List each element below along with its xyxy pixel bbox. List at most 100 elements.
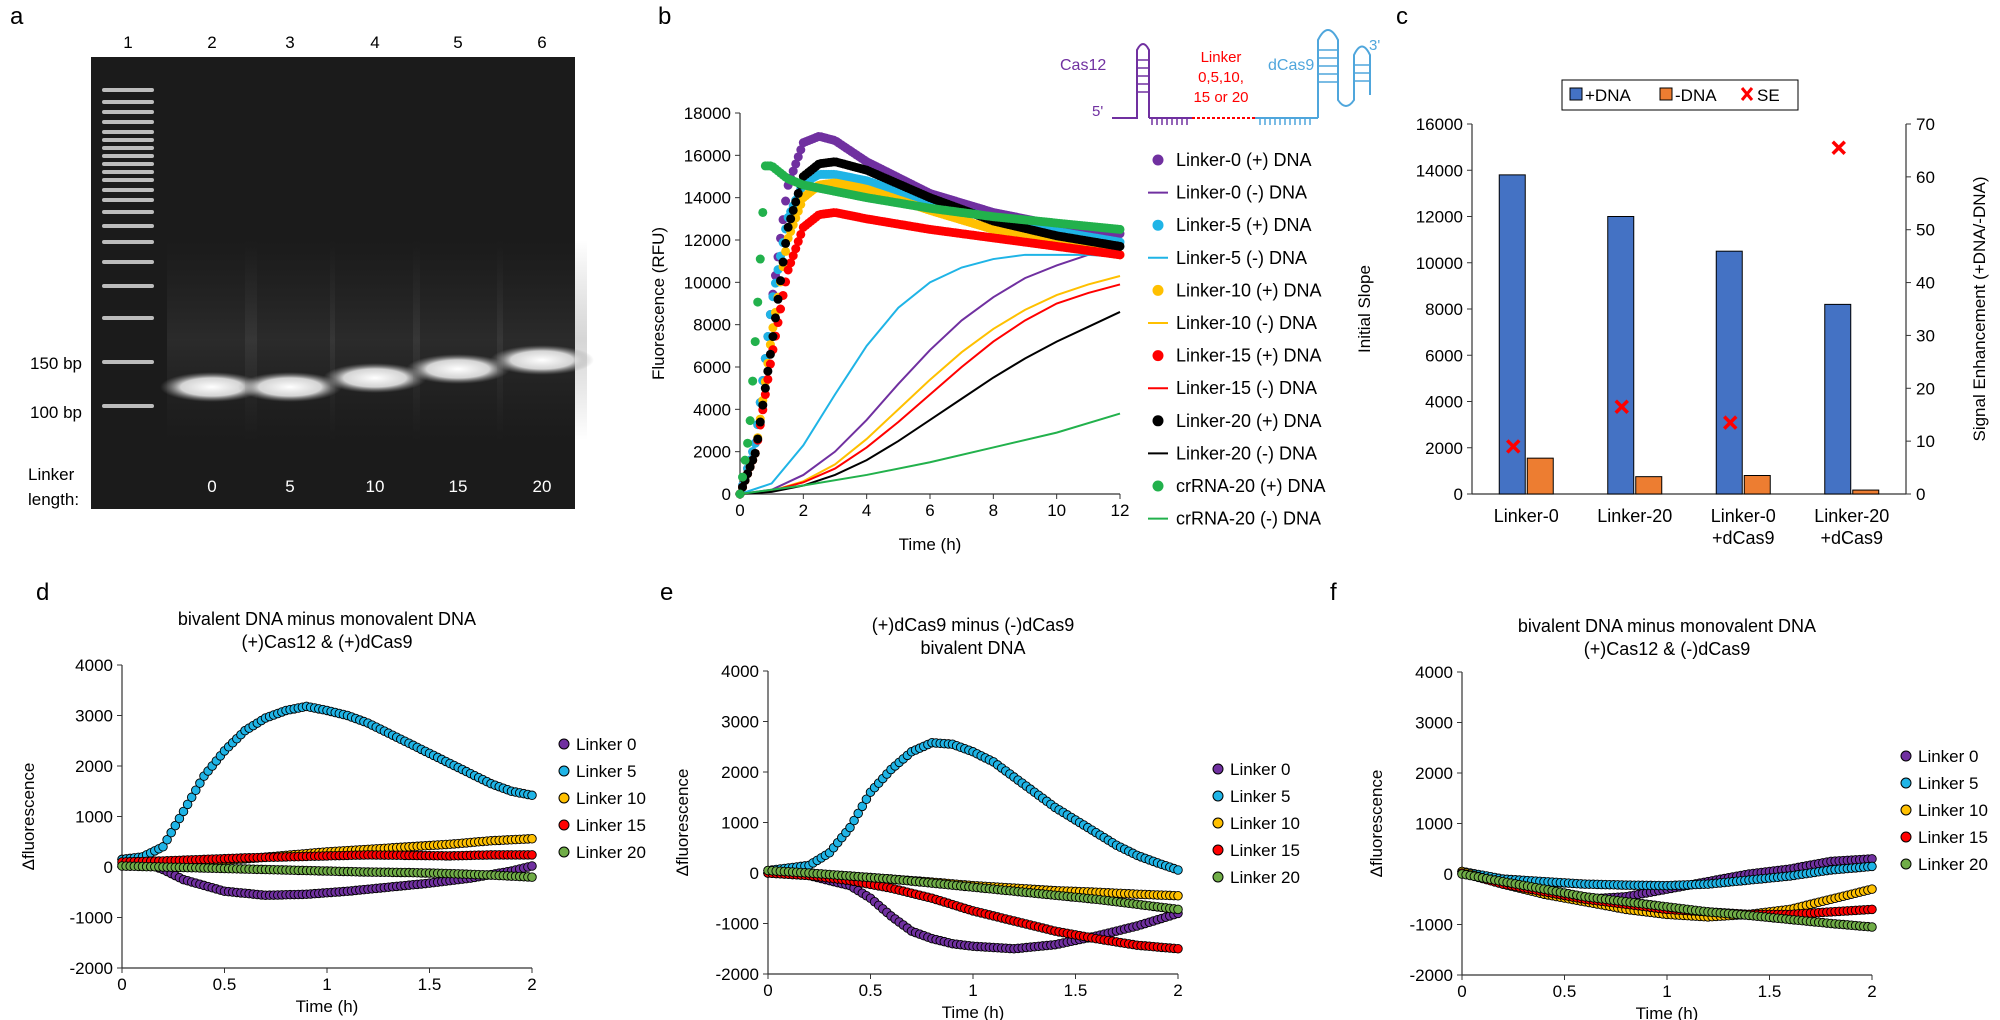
x-tick-label: 1	[322, 975, 331, 994]
legend-swatch	[558, 819, 570, 831]
legend-label: Linker 5	[576, 762, 636, 781]
ladder-band	[102, 110, 154, 114]
y-tick-label: 4000	[721, 662, 759, 681]
y2-tick-label: 10	[1916, 432, 1935, 451]
series-crrna-20-dna	[735, 161, 1125, 499]
x-tick-label: 1	[968, 981, 977, 1000]
legend-label: -DNA	[1675, 86, 1717, 105]
legend-label: Linker-0 (+) DNA	[1176, 150, 1312, 170]
x-tick-label: 0	[763, 981, 772, 1000]
lane-number: 4	[370, 33, 379, 52]
x-axis-label: Time (h)	[1636, 1004, 1699, 1020]
series-linker-20	[1457, 869, 1877, 932]
ladder-band	[102, 198, 154, 202]
panel-letter-d: d	[36, 579, 49, 606]
y-tick-label: -2000	[1410, 966, 1453, 985]
chart-title: bivalent DNA minus monovalent DNA	[1518, 616, 1816, 636]
legend-label: Linker 5	[1230, 787, 1290, 806]
y-tick-label: 14000	[684, 189, 731, 208]
bar-minus-dna	[1743, 475, 1771, 495]
y-tick-label: 2000	[721, 763, 759, 782]
y-tick-label: 3000	[1415, 714, 1453, 733]
y-axis-label: Δfluorescence	[19, 763, 38, 871]
legend-label: Linker 0	[576, 735, 636, 754]
y-tick-label: 4000	[693, 400, 731, 419]
ladder-band	[102, 188, 154, 192]
se-marker	[1831, 140, 1846, 156]
data-point	[748, 376, 758, 386]
lane-number: 1	[123, 33, 132, 52]
x-tick-label: 1	[1662, 982, 1671, 1001]
y-tick-label: 3000	[721, 713, 759, 732]
data-point	[170, 820, 181, 831]
gel-band	[160, 372, 264, 402]
gel-smear	[245, 240, 335, 440]
series-line	[739, 283, 1121, 495]
series-crrna-20-dna	[739, 412, 1121, 495]
ladder-band	[102, 260, 154, 264]
data-point	[753, 297, 763, 307]
ladder-band	[102, 178, 154, 182]
panel-letter-e: e	[660, 579, 673, 606]
series-linker-0-dna	[739, 247, 1121, 495]
y2-tick-label: 70	[1916, 115, 1935, 134]
y2-tick-label: 60	[1916, 168, 1935, 187]
y-tick-label: -1000	[1410, 916, 1453, 935]
x-tick-label: 1.5	[1064, 981, 1088, 1000]
legend-label: crRNA-20 (-) DNA	[1176, 509, 1321, 529]
data-point	[745, 462, 755, 472]
data-point	[527, 833, 537, 844]
legend-swatch	[1900, 858, 1912, 870]
legend-swatch	[1900, 831, 1912, 843]
data-point	[748, 455, 758, 465]
legend-swatch	[1900, 750, 1912, 762]
chart-f: bivalent DNA minus monovalent DNA (+)Cas1…	[1367, 616, 1988, 1020]
category-label: Linker-20	[1597, 506, 1672, 526]
data-point	[778, 257, 788, 267]
diagram-dcas9-label: dCas9	[1268, 57, 1314, 74]
legend-label: Linker 20	[1230, 868, 1300, 887]
data-point	[791, 159, 801, 169]
legend-swatch	[558, 792, 570, 804]
legend-label: Linker 5	[1918, 774, 1978, 793]
legend-label: Linker 10	[1230, 814, 1300, 833]
data-point	[182, 799, 193, 810]
legend-swatch	[1152, 219, 1164, 231]
x-tick-label: 0	[735, 501, 744, 520]
legend-swatch	[1900, 777, 1912, 789]
data-point	[796, 229, 806, 239]
legend-label: Linker-0 (-) DNA	[1176, 183, 1307, 203]
series-linker-0-dna	[735, 132, 1125, 499]
y-tick-label: 3000	[75, 707, 113, 726]
chart-title: bivalent DNA minus monovalent DNA	[178, 609, 476, 629]
legend-swatch	[1212, 817, 1224, 829]
diagram-3prime: 3'	[1369, 37, 1380, 54]
lane-number: 6	[537, 33, 546, 52]
legend-label: Linker-20 (+) DNA	[1176, 411, 1322, 431]
linker-length-value: 10	[366, 477, 385, 496]
x-tick-label: 2	[799, 501, 808, 520]
legend-label: Linker-15 (-) DNA	[1176, 378, 1317, 398]
data-point	[853, 808, 863, 819]
y-axis-label: Δfluorescence	[673, 769, 692, 877]
data-point	[796, 145, 806, 155]
bar-plus-dna	[1824, 303, 1852, 495]
y2-tick-label: 30	[1916, 326, 1935, 345]
y-tick-label: 16000	[1416, 115, 1463, 134]
gel-lanes	[160, 240, 594, 440]
panel-letter-f: f	[1330, 579, 1337, 606]
bar-minus-dna	[1526, 457, 1554, 495]
data-point	[1867, 884, 1877, 894]
gel-smear	[167, 240, 257, 440]
data-point	[191, 785, 201, 795]
data-point	[776, 304, 786, 314]
ladder-band	[102, 224, 154, 228]
diagram-linker-line2: 0,5,10,	[1198, 69, 1244, 86]
x-tick-label: 2	[527, 975, 536, 994]
y2-axis-label: Signal Enhancement (+DNA/-DNA)	[1970, 176, 1989, 441]
x-tick-label: 1.5	[418, 975, 442, 994]
category-label: Linker-0	[1711, 506, 1776, 526]
panel-letter-a: a	[10, 3, 24, 30]
data-point	[791, 244, 801, 254]
